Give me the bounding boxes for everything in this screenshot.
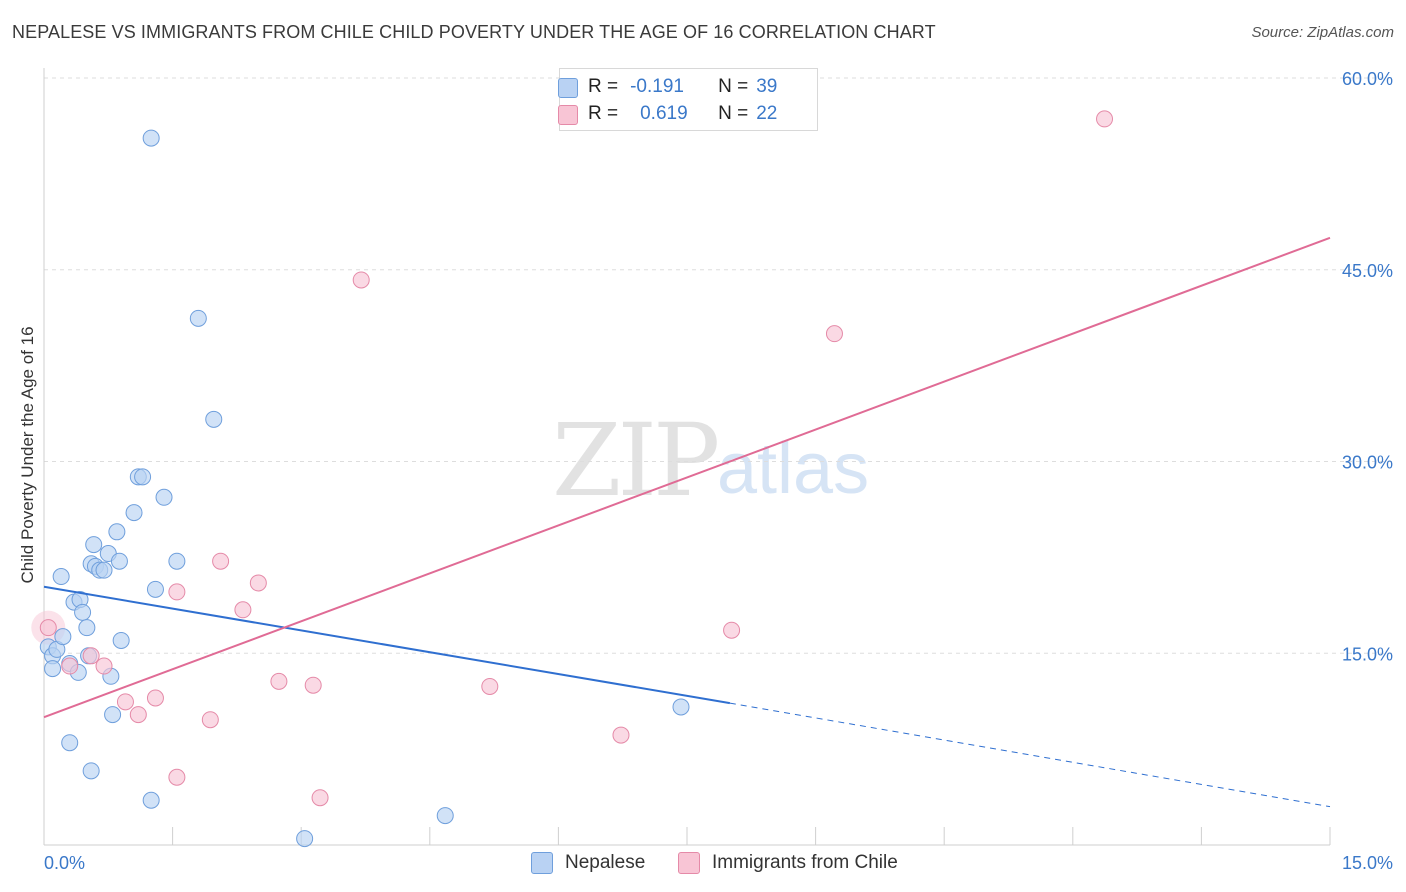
nepalese-point [112, 631, 130, 649]
nepalese-point [61, 734, 79, 752]
nepalese-point [168, 552, 186, 570]
nepalese-point [52, 568, 70, 586]
nepalese-point [436, 807, 454, 825]
nepalese-point [142, 791, 160, 809]
chile-point [1096, 110, 1114, 128]
nepalese-point [189, 309, 207, 327]
legend-r-value: -0.191 [630, 76, 684, 97]
nepalese-point [82, 762, 100, 780]
nepalese-point [110, 552, 128, 570]
nepalese-point [108, 523, 126, 541]
chart-title: NEPALESE VS IMMIGRANTS FROM CHILE CHILD … [12, 22, 936, 42]
nepalese-trendline [43, 585, 731, 705]
y-tick-label: 60.0% [1342, 69, 1393, 89]
legend-n-value: 22 [756, 103, 778, 124]
legend-row-chile: R = 0.619 N = 22 [558, 101, 778, 127]
chile-point [168, 768, 186, 786]
chile-point [311, 789, 329, 807]
nepalese-point [104, 706, 122, 724]
y-tick-label: 15.0% [1342, 644, 1393, 664]
nepalese-legend-swatch [531, 852, 553, 874]
nepalese-point [296, 830, 314, 848]
bottom-legend-nepalese: Nepalese [531, 852, 645, 874]
chile-point [304, 676, 322, 694]
nepalese-point [95, 561, 113, 579]
legend-r-label: R = [588, 103, 619, 124]
chile-point [168, 583, 186, 601]
nepalese-point [205, 410, 223, 428]
legend-n-label: N = [718, 103, 749, 124]
chile-legend-label: Immigrants from Chile [712, 852, 898, 873]
chile-point [481, 677, 499, 695]
chile-swatch [558, 105, 578, 125]
nepalese-trendline-extension [729, 702, 1331, 808]
x-tick-label: 0.0% [44, 853, 85, 873]
nepalese-point [74, 603, 92, 621]
nepalese-point [44, 660, 62, 678]
nepalese-point [125, 504, 143, 522]
watermark-zip: ZIP [552, 402, 720, 519]
chile-point [234, 601, 252, 619]
watermark-atlas: atlas [717, 429, 870, 509]
chile-point [61, 657, 79, 675]
nepalese-point [54, 628, 72, 646]
chile-point [352, 271, 370, 289]
chile-trendline [43, 236, 1331, 719]
nepalese-point [142, 129, 160, 147]
y-tick-label: 45.0% [1342, 261, 1393, 281]
chile-legend-swatch [678, 852, 700, 874]
legend-r-label: R = [588, 76, 619, 97]
legend-row-nepalese: R = -0.191 N = 39 [558, 74, 778, 100]
nepalese-point [134, 468, 152, 486]
bottom-legend-chile: Immigrants from Chile [678, 852, 898, 874]
chile-point [129, 706, 147, 724]
chile-point [249, 574, 267, 592]
nepalese-point [672, 698, 690, 716]
nepalese-point [78, 619, 96, 637]
nepalese-legend-label: Nepalese [565, 852, 646, 873]
nepalese-point [146, 580, 164, 598]
chile-point [723, 621, 741, 639]
y-tick-label: 30.0% [1342, 453, 1393, 473]
chile-point [39, 619, 57, 637]
nepalese-swatch [558, 78, 578, 98]
legend-r-value: 0.619 [640, 103, 688, 124]
chile-point [146, 689, 164, 707]
chile-point [95, 657, 113, 675]
legend-n-value: 39 [756, 76, 778, 97]
nepalese-point [155, 488, 173, 506]
correlation-legend: R = -0.191 N = 39 R = 0.619 N = 22 [558, 68, 818, 131]
chile-point [612, 726, 630, 744]
legend-n-label: N = [718, 76, 749, 97]
chile-point [270, 672, 288, 690]
nepalese-point [85, 536, 103, 554]
chile-point [201, 711, 219, 729]
chile-point [212, 552, 230, 570]
chile-point [825, 325, 843, 343]
chile-point [116, 693, 134, 711]
chile-point [82, 647, 100, 665]
source-label: Source: ZipAtlas.com [1251, 24, 1394, 41]
x-tick-label: 15.0% [1342, 853, 1393, 873]
